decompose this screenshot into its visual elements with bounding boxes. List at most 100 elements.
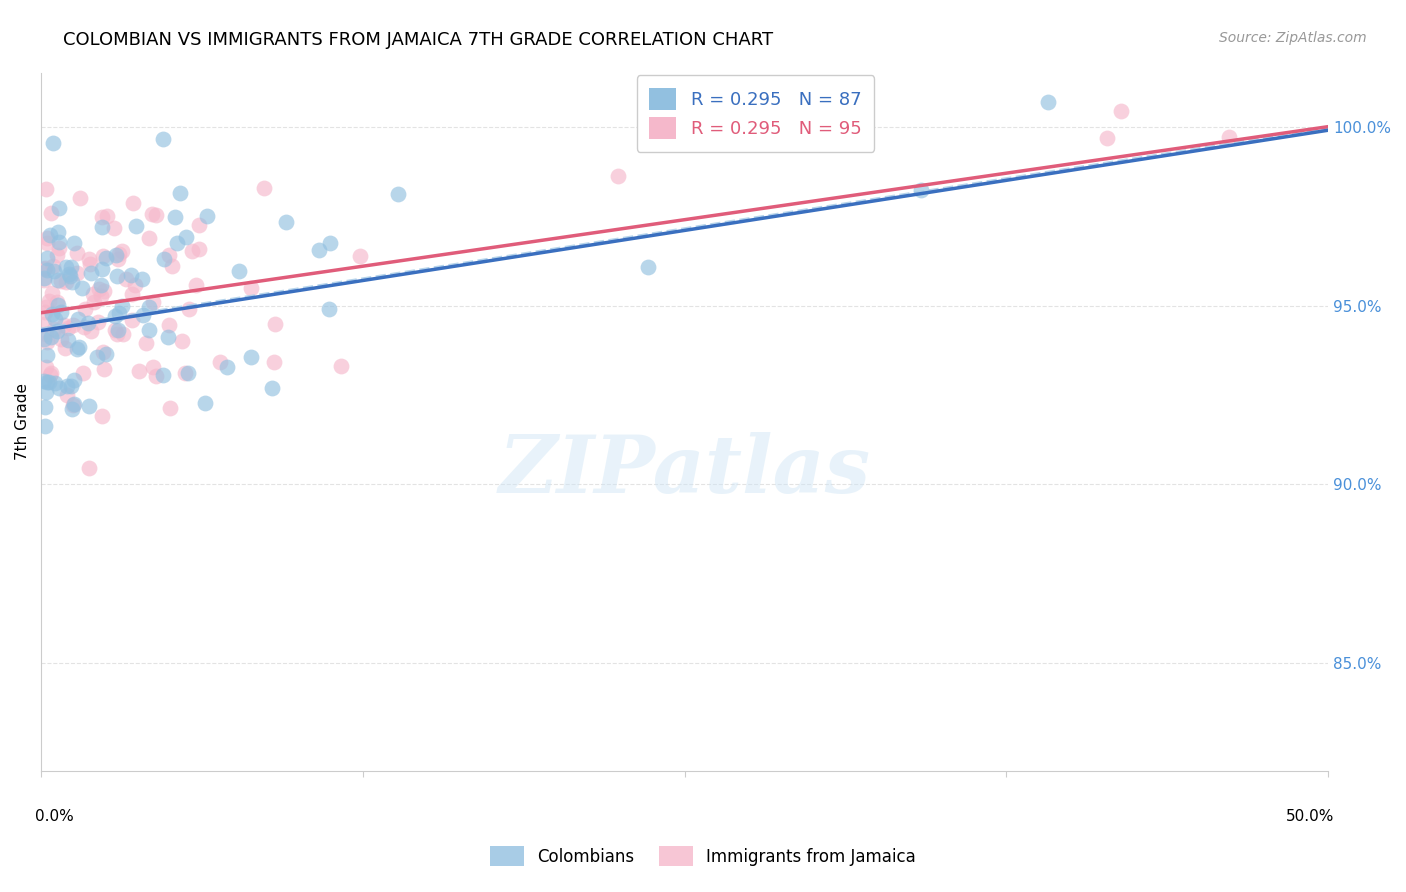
Point — [131, 272, 153, 286]
Point — [152, 368, 174, 382]
Point — [42, 264, 65, 278]
Point — [108, 306, 131, 320]
Point — [131, 308, 153, 322]
Point — [142, 294, 165, 309]
Point — [35, 252, 58, 266]
Point — [349, 249, 371, 263]
Point — [90, 211, 112, 225]
Point — [67, 340, 90, 354]
Point — [138, 323, 160, 337]
Point — [105, 248, 128, 262]
Point — [308, 243, 330, 257]
Point — [145, 208, 167, 222]
Point — [318, 301, 340, 316]
Point — [104, 322, 127, 336]
Point — [60, 275, 83, 289]
Point — [58, 268, 80, 283]
Point — [120, 268, 142, 282]
Text: ZIPatlas: ZIPatlas — [499, 432, 870, 509]
Point — [94, 347, 117, 361]
Point — [121, 313, 143, 327]
Point — [170, 334, 193, 348]
Point — [166, 235, 188, 250]
Point — [240, 350, 263, 364]
Point — [208, 355, 231, 369]
Point — [194, 396, 217, 410]
Point — [141, 207, 163, 221]
Point — [107, 322, 129, 336]
Point — [187, 242, 209, 256]
Point — [274, 214, 297, 228]
Point — [69, 191, 91, 205]
Point — [48, 235, 70, 249]
Point — [55, 387, 77, 401]
Point — [263, 355, 285, 369]
Point — [169, 186, 191, 200]
Point — [35, 300, 58, 314]
Point — [606, 169, 628, 183]
Point — [86, 350, 108, 364]
Point — [35, 348, 58, 362]
Point — [34, 327, 56, 342]
Point — [179, 301, 201, 316]
Point — [42, 136, 65, 150]
Point — [46, 273, 69, 287]
Point — [91, 219, 114, 234]
Point — [66, 342, 89, 356]
Point — [186, 278, 208, 293]
Point — [145, 368, 167, 383]
Point — [35, 384, 58, 399]
Point — [77, 399, 100, 413]
Point — [63, 396, 86, 410]
Point — [138, 231, 160, 245]
Point — [82, 287, 104, 301]
Point — [240, 281, 263, 295]
Point — [72, 366, 94, 380]
Point — [105, 327, 128, 342]
Point — [387, 187, 409, 202]
Point — [38, 227, 60, 242]
Point — [107, 252, 129, 266]
Point — [138, 301, 160, 315]
Point — [38, 375, 60, 389]
Point — [37, 376, 59, 390]
Point — [157, 318, 180, 333]
Point — [181, 244, 204, 259]
Point — [91, 249, 114, 263]
Text: Source: ZipAtlas.com: Source: ZipAtlas.com — [1219, 31, 1367, 45]
Point — [37, 231, 59, 245]
Point — [41, 205, 63, 219]
Point — [96, 251, 118, 265]
Point — [46, 298, 69, 312]
Point — [60, 401, 83, 416]
Point — [66, 246, 89, 260]
Point — [49, 305, 72, 319]
Point — [96, 209, 118, 223]
Point — [105, 268, 128, 283]
Point — [1218, 130, 1240, 145]
Point — [93, 284, 115, 298]
Point — [34, 418, 56, 433]
Point — [72, 320, 94, 334]
Point — [111, 244, 134, 259]
Point — [58, 334, 80, 348]
Point — [62, 398, 84, 412]
Point — [42, 259, 65, 273]
Point — [1109, 104, 1132, 119]
Point — [80, 266, 103, 280]
Point — [42, 321, 65, 335]
Point — [262, 381, 284, 395]
Point — [34, 400, 56, 414]
Point — [111, 326, 134, 341]
Point — [56, 321, 79, 335]
Point — [66, 266, 89, 280]
Point — [53, 318, 76, 332]
Point — [39, 330, 62, 344]
Point — [121, 287, 143, 301]
Point — [637, 260, 659, 274]
Point — [215, 359, 238, 374]
Point — [44, 311, 66, 326]
Point — [104, 310, 127, 324]
Point — [34, 260, 56, 275]
Point — [62, 373, 84, 387]
